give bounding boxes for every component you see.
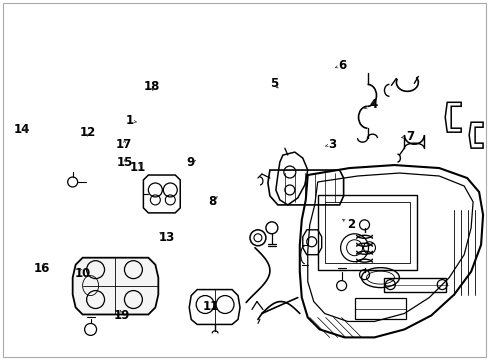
Text: 1: 1 [126, 114, 134, 127]
Text: 8: 8 [208, 195, 217, 208]
Text: 6: 6 [337, 59, 346, 72]
Text: 5: 5 [269, 77, 277, 90]
Text: 10: 10 [75, 267, 91, 280]
Text: 11: 11 [130, 161, 146, 174]
Text: 19: 19 [113, 309, 130, 322]
Text: 18: 18 [143, 80, 160, 93]
Bar [354, 298, 406, 319]
Polygon shape [73, 258, 158, 315]
Text: 4: 4 [369, 98, 377, 111]
Text: 3: 3 [327, 138, 336, 150]
Text: 16: 16 [34, 262, 50, 275]
Text: 9: 9 [186, 156, 195, 169]
Bar [324, 202, 409, 263]
Text: 15: 15 [117, 156, 133, 169]
Text: 11: 11 [202, 300, 218, 313]
Text: 13: 13 [158, 231, 174, 244]
Text: 14: 14 [13, 122, 30, 136]
Text: 12: 12 [80, 126, 96, 139]
Text: 7: 7 [405, 130, 413, 144]
Text: 17: 17 [115, 138, 132, 151]
Bar [384, 278, 446, 292]
Text: 2: 2 [347, 218, 355, 231]
Bar [317, 195, 416, 270]
